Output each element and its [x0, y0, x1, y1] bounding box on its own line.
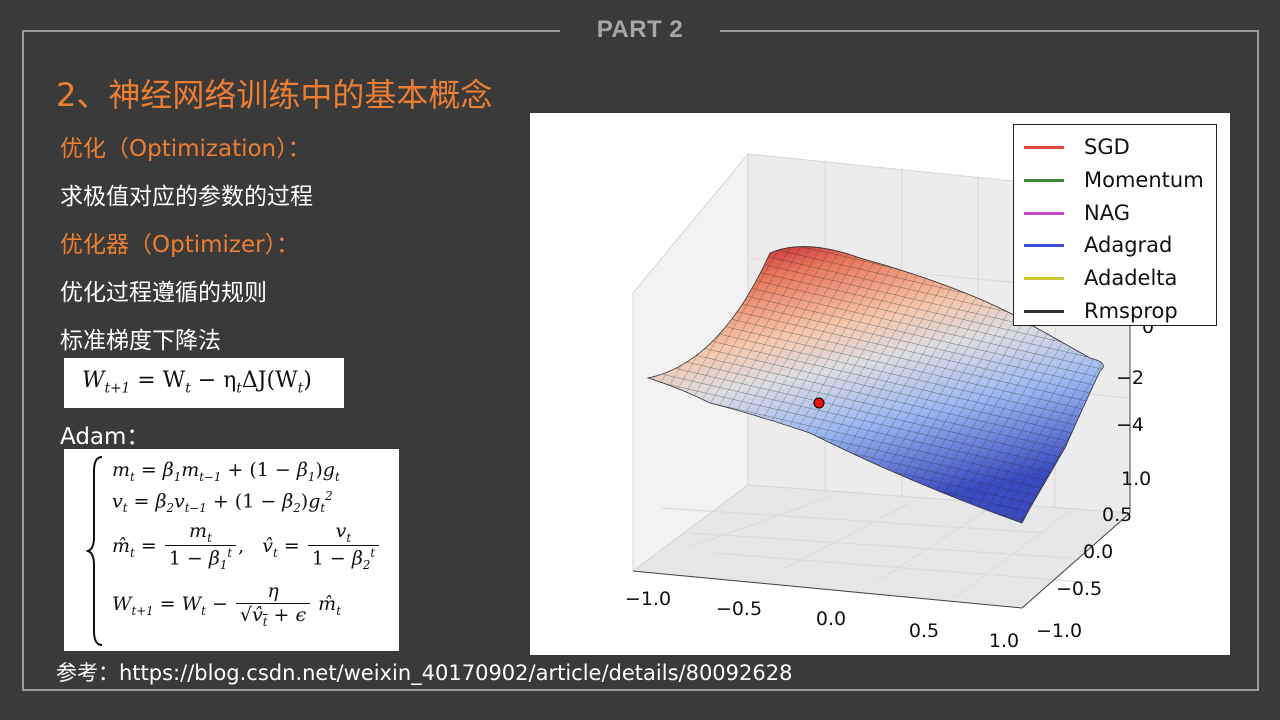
legend-label: Momentum [1084, 167, 1204, 192]
legend-label: NAG [1084, 200, 1130, 225]
legend-entry: Momentum [1024, 166, 1214, 196]
frame-left [22, 30, 24, 691]
optimizer-desc: 优化过程遵循的规则 [60, 280, 267, 306]
frame-top-right [700, 30, 1259, 32]
sgd-formula: Wt+1 = Wt − ηtΔJ(Wt) [64, 358, 344, 408]
adam-line-4: Wt+1 = Wt − η √v̂t + ϵ m̂t [112, 580, 341, 629]
frame-bottom [22, 689, 1259, 691]
x-tick-label: 1.0 [989, 630, 1019, 652]
plot-legend: SGD Momentum NAG Adagrad Adadelta Rmsprop [1013, 124, 1217, 326]
legend-label: Rmsprop [1084, 299, 1178, 323]
x-axis-line [632, 570, 1023, 609]
legend-swatch [1024, 211, 1064, 215]
legend-entry: Rmsprop [1024, 297, 1214, 327]
legend-label: Adagrad [1084, 233, 1173, 258]
sgd-lhs: W [82, 368, 105, 393]
x-tick-label: −0.5 [716, 598, 762, 620]
sgd-minus: − η [190, 368, 237, 393]
x-tick-label: 0.5 [909, 620, 939, 642]
x-tick-label: −1.0 [625, 588, 671, 610]
sgd-label: 标准梯度下降法 [60, 328, 221, 354]
frame-top-left [22, 30, 580, 32]
legend-swatch [1024, 146, 1064, 149]
legend-entry: SGD [1024, 133, 1214, 163]
optimizer-start-point [813, 397, 825, 409]
optimization-desc: 求极值对应的参数的过程 [60, 184, 313, 210]
sgd-eta-sub: t [236, 380, 242, 397]
adam-formula: mt = β1mt−1 + (1 − β1)gt vt = β2vt−1 + (… [64, 449, 399, 651]
legend-entry: Adadelta [1024, 264, 1214, 294]
adam-line-3: m̂t = mt 1 − β1t, v̂t = vt 1 − β2t [112, 520, 381, 573]
sgd-close: ) [303, 368, 312, 393]
z-tick-label: −2 [1116, 367, 1144, 389]
z-tick-label: −4 [1116, 414, 1144, 436]
sgd-tail-sub: t [297, 380, 304, 397]
adam-label: Adam： [60, 424, 150, 450]
adam-line-2: vt = β2vt−1 + (1 − β2)gt2 [112, 489, 333, 516]
y-tick-label: −1.0 [1036, 620, 1082, 642]
sgd-lhs-sub: t+1 [104, 380, 131, 397]
y-tick-label: −0.5 [1056, 578, 1102, 600]
y-axis-line [1021, 512, 1131, 609]
adam-brace [86, 456, 103, 646]
surface-plot-panel: −1.0 −0.5 0.0 0.5 1.0 1.0 0.5 0.0 −0.5 −… [530, 113, 1230, 655]
x-tick-label: 0.0 [816, 608, 846, 630]
reference-link[interactable]: 参考：https://blog.csdn.net/weixin_40170902… [56, 661, 793, 685]
sgd-rhs-sub: t [185, 380, 191, 397]
sgd-tail: ΔJ(W [241, 368, 298, 393]
y-tick-label: 0.5 [1102, 504, 1132, 526]
y-tick-label: 0.0 [1083, 541, 1113, 563]
adam-line-1: mt = β1mt−1 + (1 − β1)gt [112, 459, 340, 484]
legend-label: SGD [1084, 135, 1130, 159]
part-label: PART 2 [560, 16, 720, 44]
y-tick-label: 1.0 [1121, 468, 1151, 490]
sgd-rhs: = W [137, 368, 186, 393]
legend-swatch [1024, 277, 1064, 281]
slide-title: 2、神经网络训练中的基本概念 [56, 76, 493, 114]
legend-entry: Adagrad [1024, 231, 1214, 261]
legend-swatch [1024, 310, 1064, 313]
legend-swatch [1024, 244, 1064, 248]
optimization-label: 优化（Optimization）： [60, 136, 311, 162]
frame-right [1257, 30, 1259, 691]
legend-swatch [1024, 178, 1064, 182]
optimizer-label: 优化器（Optimizer）： [60, 232, 300, 258]
legend-entry: NAG [1024, 199, 1214, 229]
legend-label: Adadelta [1084, 266, 1178, 291]
